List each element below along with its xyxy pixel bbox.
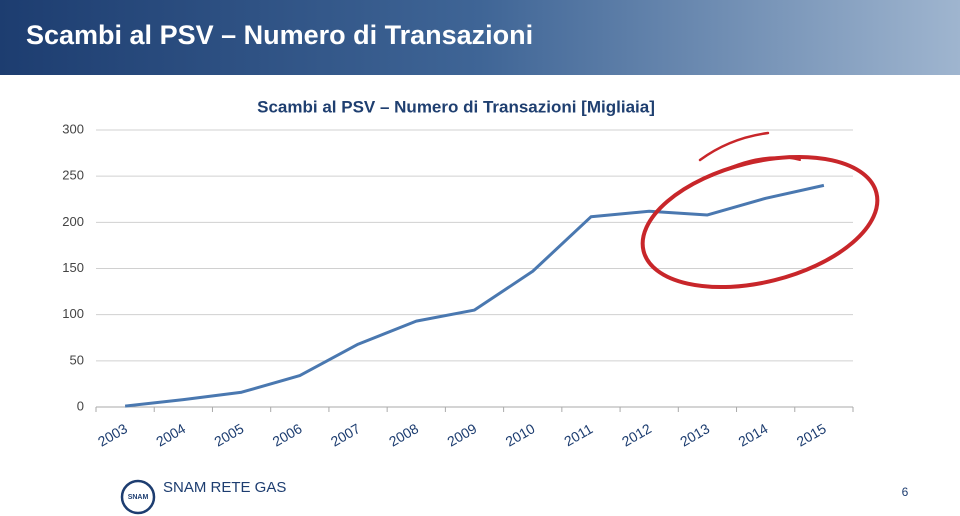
y-tick-label: 300 xyxy=(62,121,84,136)
slide-title: Scambi al PSV – Numero di Transazioni xyxy=(26,20,533,50)
header-bar xyxy=(0,0,960,75)
x-tick-label: 2009 xyxy=(444,420,479,450)
x-tick-label: 2010 xyxy=(503,420,538,450)
x-tick-label: 2004 xyxy=(153,420,188,450)
logo-badge: SNAM xyxy=(128,494,149,501)
x-tick-label: 2015 xyxy=(794,420,829,450)
x-tick-label: 2013 xyxy=(677,420,712,450)
y-tick-label: 0 xyxy=(77,398,84,413)
y-tick-label: 250 xyxy=(62,168,84,183)
x-tick-label: 2005 xyxy=(211,420,246,450)
x-tick-label: 2011 xyxy=(561,420,595,449)
y-tick-label: 50 xyxy=(70,352,84,367)
x-tick-label: 2014 xyxy=(736,420,771,450)
x-tick-label: 2003 xyxy=(95,420,130,450)
logo-circle xyxy=(120,479,156,515)
x-tick-label: 2012 xyxy=(619,420,654,450)
y-tick-label: 100 xyxy=(62,306,84,321)
logo-text: SNAM RETE GAS xyxy=(163,479,286,496)
x-tick-label: 2006 xyxy=(270,420,305,450)
annotation-circle xyxy=(640,131,880,290)
y-tick-label: 200 xyxy=(62,214,84,229)
x-tick-label: 2008 xyxy=(386,420,421,450)
x-tick-label: 2007 xyxy=(328,420,363,450)
chart-title: Scambi al PSV – Numero di Transazioni [M… xyxy=(257,97,655,116)
data-line xyxy=(124,183,825,408)
page-number: 6 xyxy=(902,485,909,499)
y-tick-label: 150 xyxy=(62,260,84,275)
